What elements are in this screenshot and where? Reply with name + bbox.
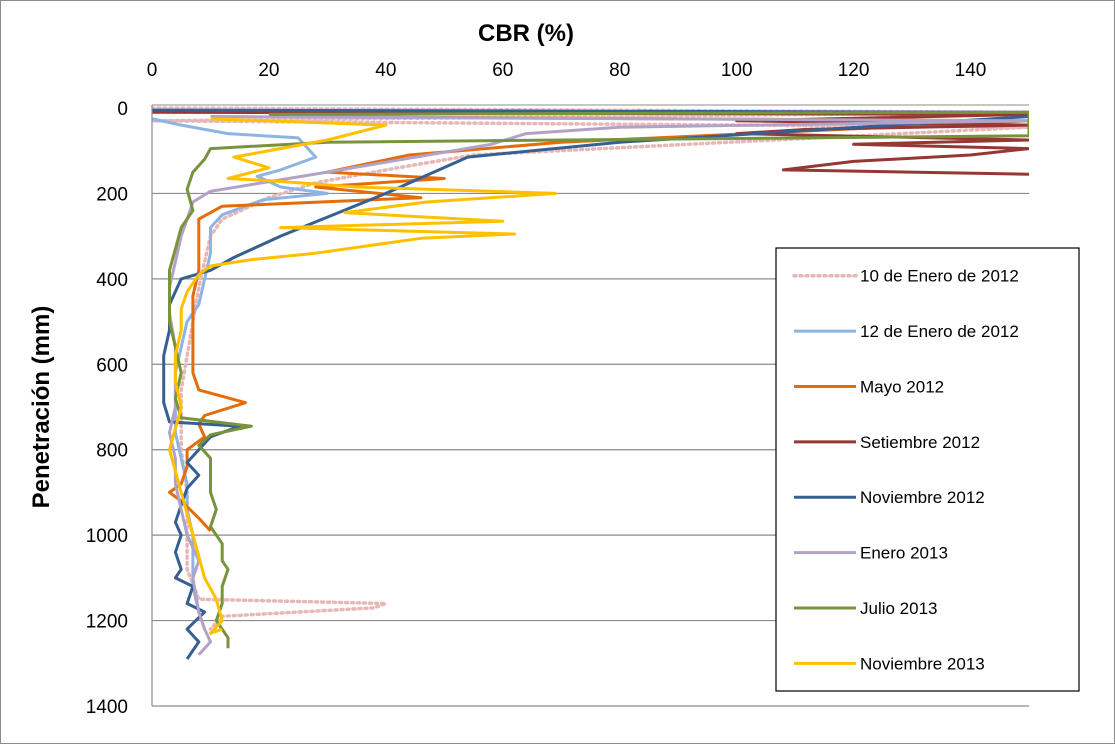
series-line-7 bbox=[168, 110, 1029, 649]
legend-label-5: Noviembre 2012 bbox=[860, 488, 985, 507]
legend-label-8: Noviembre 2013 bbox=[860, 654, 985, 673]
x-tick-label-0: 0 bbox=[147, 60, 158, 81]
y-axis-title: Penetración (mm) bbox=[28, 306, 55, 509]
y-tick-label-1400: 1400 bbox=[86, 697, 128, 718]
legend-label-4: Setiembre 2012 bbox=[860, 433, 980, 452]
axis-layer: 0 20 40 60 80 100 120 1400200400600800100012001… bbox=[86, 60, 1029, 718]
series-line-4 bbox=[152, 110, 1029, 176]
y-tick-label-800: 800 bbox=[96, 441, 128, 462]
legend: 10 de Enero de 2012 12 de Enero de 2012 Ma… bbox=[775, 247, 1080, 692]
x-tick-label-80: 80 bbox=[609, 60, 630, 81]
legend-box bbox=[775, 247, 1080, 692]
x-tick-label-140: 140 bbox=[955, 60, 987, 81]
series-line-2 bbox=[152, 117, 329, 613]
legend-label-2: 12 de Enero de 2012 bbox=[860, 322, 1019, 341]
series-line-3 bbox=[168, 115, 1029, 532]
legend-label-6: Enero 2013 bbox=[860, 544, 948, 563]
legend-label-3: Mayo 2012 bbox=[860, 377, 944, 396]
y-tick-label-0: 0 bbox=[117, 99, 128, 120]
x-tick-label-20: 20 bbox=[258, 60, 279, 81]
series-line-1 bbox=[152, 106, 1029, 631]
legend-label-7: Julio 2013 bbox=[860, 599, 938, 618]
x-tick-label-100: 100 bbox=[721, 60, 753, 81]
series-line-8 bbox=[168, 117, 557, 635]
x-tick-label-60: 60 bbox=[492, 60, 513, 81]
y-tick-label-400: 400 bbox=[96, 270, 128, 291]
y-tick-label-1000: 1000 bbox=[86, 526, 128, 547]
y-tick-label-600: 600 bbox=[96, 355, 128, 376]
grid-layer bbox=[152, 192, 1029, 707]
x-axis-title: CBR (%) bbox=[478, 20, 574, 47]
x-tick-label-120: 120 bbox=[838, 60, 870, 81]
x-tick-label-40: 40 bbox=[375, 60, 396, 81]
y-tick-label-1200: 1200 bbox=[86, 612, 128, 633]
y-tick-label-200: 200 bbox=[96, 184, 128, 205]
series-layer bbox=[152, 106, 1029, 660]
legend-label-1: 10 de Enero de 2012 bbox=[860, 267, 1019, 286]
